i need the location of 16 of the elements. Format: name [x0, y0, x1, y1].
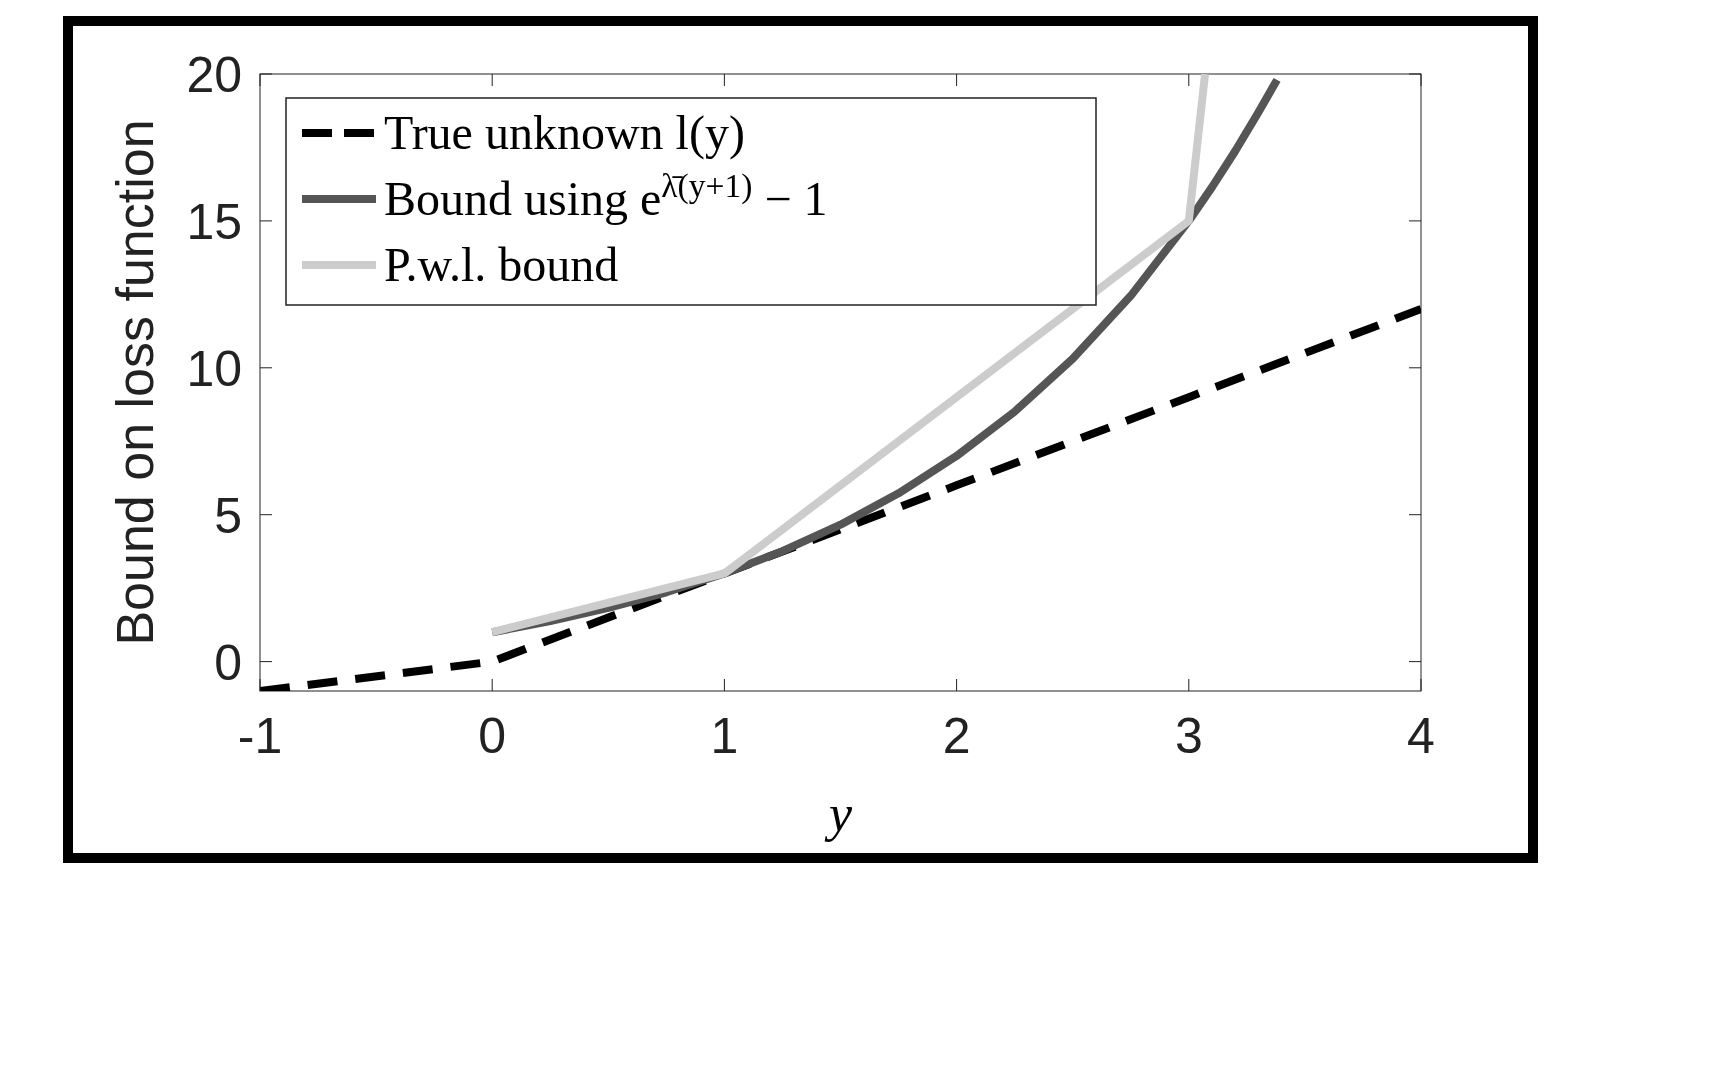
x-tick-label: 2 [942, 708, 971, 764]
legend-label: True unknown l(y) [384, 106, 745, 160]
y-axis-title: Bound on loss function [106, 119, 164, 646]
y-tick-label: 10 [186, 340, 242, 397]
x-tick-label: 3 [1174, 708, 1203, 764]
x-tick-label: 0 [478, 708, 507, 764]
y-tick-label: 20 [186, 47, 242, 103]
legend-label: P.w.l. bound [384, 238, 619, 291]
y-tick-label: 5 [214, 487, 242, 544]
x-tick-label: 4 [1407, 708, 1435, 764]
x-tick-label: 1 [710, 708, 739, 764]
x-tick-label: -1 [237, 708, 283, 764]
y-tick-label: 0 [214, 634, 242, 691]
legend-label: Bound using e$^{λ̄(y+1)}$ − 1 [384, 166, 828, 225]
y-tick-label: 15 [186, 193, 242, 250]
x-axis-title: y [823, 785, 853, 842]
